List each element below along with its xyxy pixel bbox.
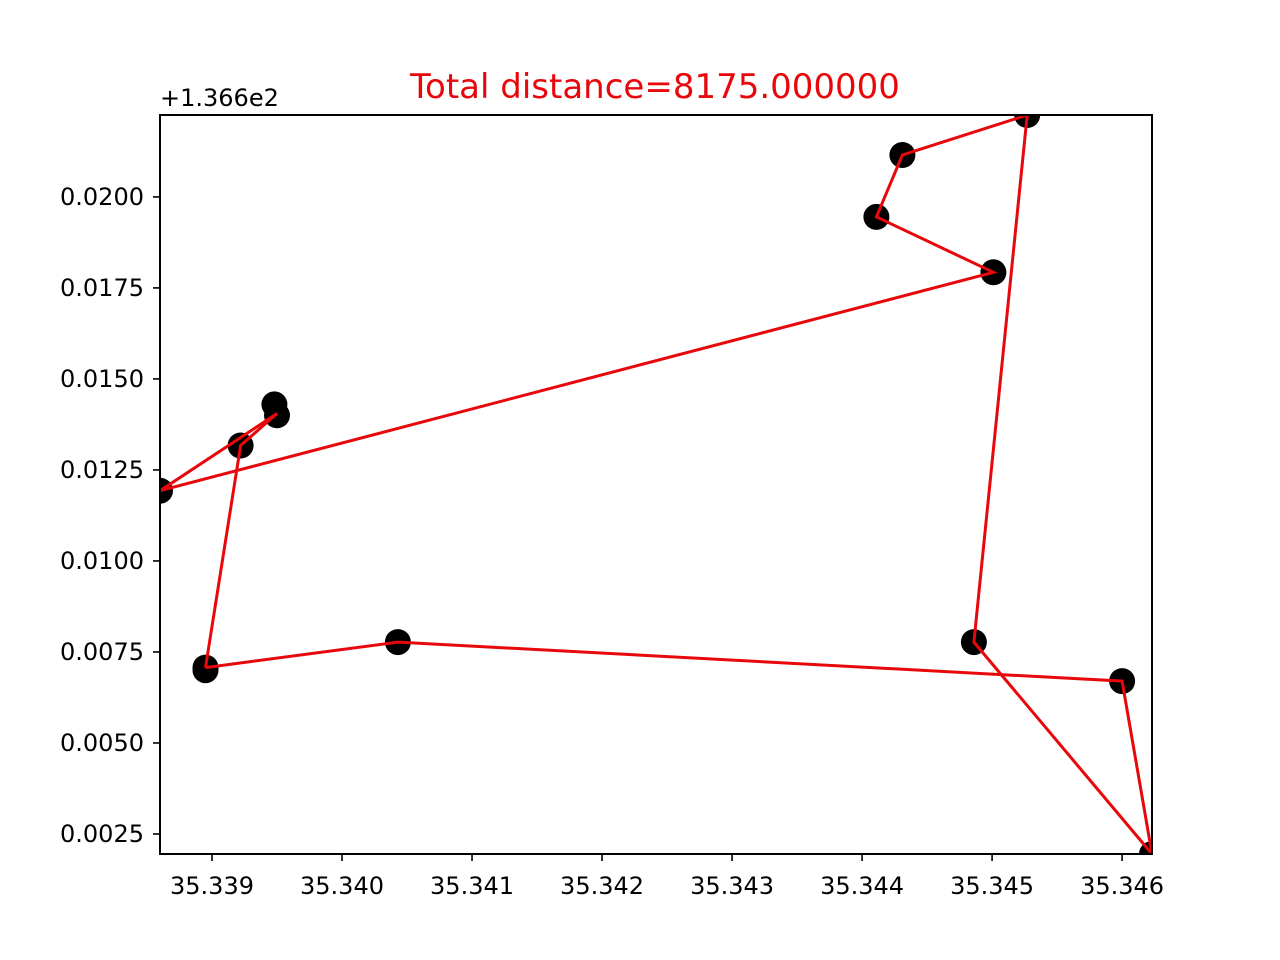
plot-frame	[159, 114, 1153, 855]
route-line	[160, 115, 1152, 854]
x-tick-label: 35.344	[820, 872, 904, 900]
x-tick-label: 35.341	[430, 872, 514, 900]
x-tick-label: 35.345	[950, 872, 1034, 900]
plot-area: 35.339 35.340 35.341 35.342 35.343 35.344 35.3…	[60, 114, 1164, 900]
y-tick-label: 0.0100	[60, 547, 144, 575]
y-tick-label: 0.0050	[60, 729, 144, 757]
y-tick-label: 0.0025	[60, 820, 144, 848]
chart-title: Total distance=8175.000000	[409, 67, 900, 107]
x-tick-label: 35.339	[170, 872, 254, 900]
plot-data-group	[160, 115, 1152, 854]
x-tick-label: 35.342	[560, 872, 644, 900]
y-tick-label: 0.0125	[60, 456, 144, 484]
y-tick-label: 0.0075	[60, 638, 144, 666]
y-tick-label: 0.0200	[60, 183, 144, 211]
y-tick-label: 0.0150	[60, 365, 144, 393]
x-tick-label: 35.340	[300, 872, 384, 900]
y-axis-offset-label: +1.366e2	[160, 84, 279, 112]
y-tick-label: 0.0175	[60, 274, 144, 302]
x-tick-label: 35.346	[1080, 872, 1164, 900]
x-tick-label: 35.343	[690, 872, 774, 900]
